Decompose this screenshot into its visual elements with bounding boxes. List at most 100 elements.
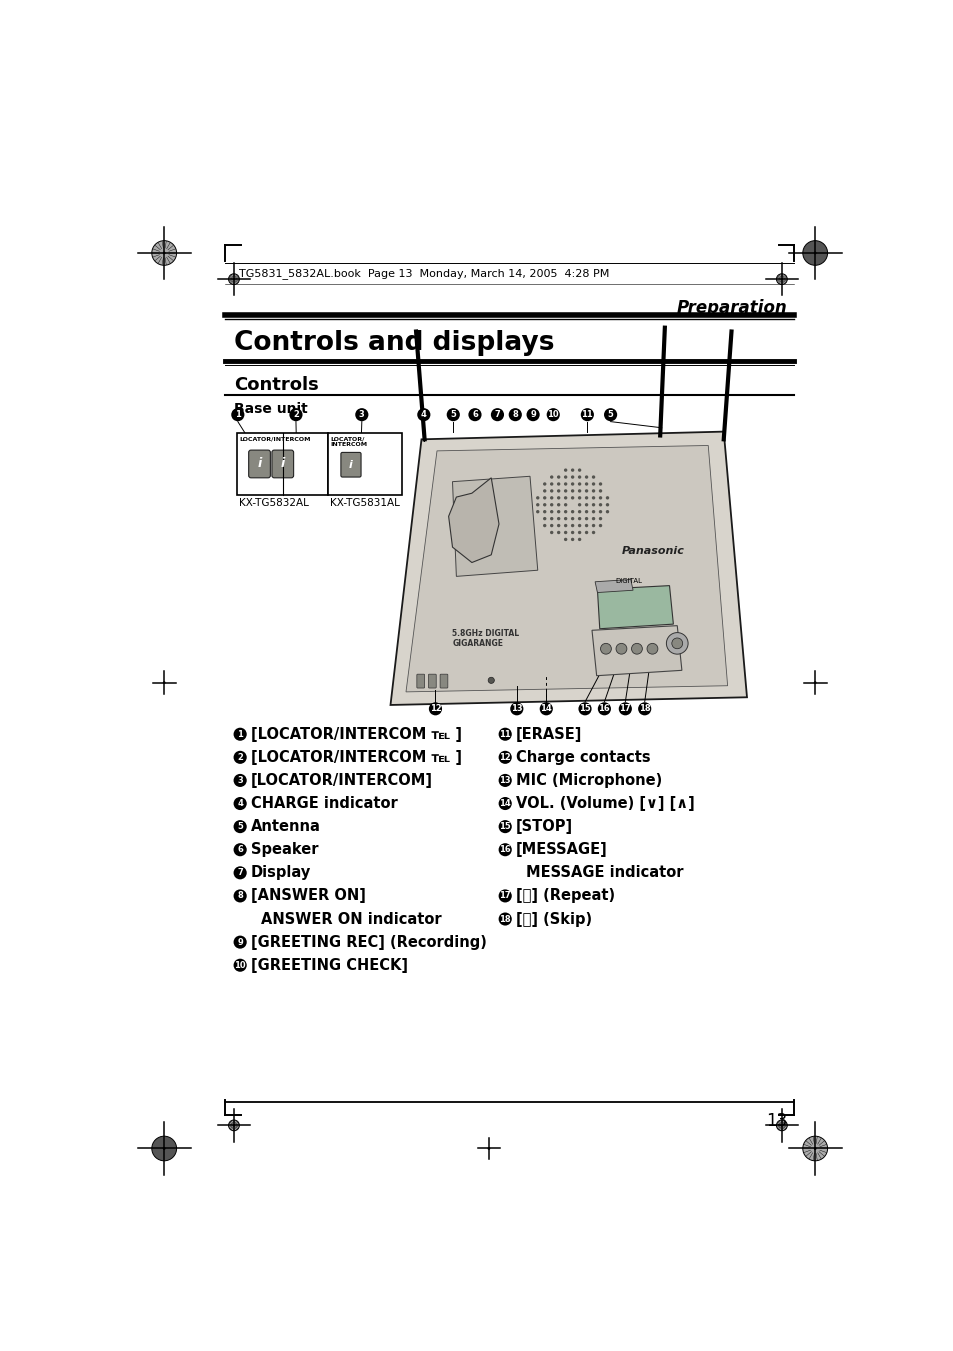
Text: 9: 9 bbox=[530, 411, 536, 419]
Circle shape bbox=[233, 797, 247, 811]
Circle shape bbox=[598, 511, 601, 513]
Circle shape bbox=[570, 482, 574, 485]
Text: i: i bbox=[280, 458, 285, 470]
Circle shape bbox=[666, 632, 687, 654]
Circle shape bbox=[646, 643, 658, 654]
Circle shape bbox=[813, 251, 816, 254]
Circle shape bbox=[163, 251, 166, 254]
Text: CHARGE indicator: CHARGE indicator bbox=[251, 796, 397, 811]
Text: Panasonic: Panasonic bbox=[621, 546, 684, 555]
Circle shape bbox=[542, 511, 546, 513]
Circle shape bbox=[536, 496, 538, 500]
Text: 11: 11 bbox=[581, 411, 593, 419]
Circle shape bbox=[557, 511, 559, 513]
Text: 13: 13 bbox=[511, 704, 522, 713]
Circle shape bbox=[233, 889, 247, 902]
Text: 7: 7 bbox=[237, 869, 243, 877]
Text: [⏮] (Repeat): [⏮] (Repeat) bbox=[516, 889, 615, 904]
Text: 7: 7 bbox=[494, 411, 499, 419]
Text: Controls and displays: Controls and displays bbox=[233, 330, 554, 355]
Text: LOCATOR/INTERCOM: LOCATOR/INTERCOM bbox=[239, 436, 311, 442]
Polygon shape bbox=[452, 477, 537, 577]
Text: DIGITAL: DIGITAL bbox=[615, 578, 641, 584]
Text: 18: 18 bbox=[498, 915, 511, 924]
Circle shape bbox=[584, 489, 588, 493]
Text: KX-TG5831AL: KX-TG5831AL bbox=[330, 497, 399, 508]
Circle shape bbox=[605, 496, 609, 500]
Text: i: i bbox=[257, 458, 261, 470]
Circle shape bbox=[557, 482, 559, 485]
Circle shape bbox=[563, 511, 567, 513]
Circle shape bbox=[550, 496, 553, 500]
Circle shape bbox=[557, 503, 559, 507]
Circle shape bbox=[498, 797, 511, 811]
Text: 6: 6 bbox=[472, 411, 477, 419]
Text: 14: 14 bbox=[498, 798, 511, 808]
Circle shape bbox=[591, 531, 595, 534]
Circle shape bbox=[570, 511, 574, 513]
Circle shape bbox=[152, 240, 176, 265]
Circle shape bbox=[233, 1124, 235, 1127]
Text: 10: 10 bbox=[234, 961, 246, 970]
Circle shape bbox=[498, 843, 511, 857]
Circle shape bbox=[563, 538, 567, 542]
Circle shape bbox=[591, 517, 595, 520]
Circle shape bbox=[598, 503, 601, 507]
FancyBboxPatch shape bbox=[272, 450, 294, 478]
Circle shape bbox=[542, 524, 546, 527]
Text: MESSAGE indicator: MESSAGE indicator bbox=[525, 866, 683, 881]
Circle shape bbox=[550, 524, 553, 527]
Text: KX-TG5832AL: KX-TG5832AL bbox=[238, 497, 308, 508]
Circle shape bbox=[498, 820, 511, 834]
Text: 6: 6 bbox=[237, 846, 243, 854]
Text: ANSWER ON indicator: ANSWER ON indicator bbox=[261, 912, 441, 927]
Circle shape bbox=[233, 820, 247, 834]
Circle shape bbox=[578, 482, 580, 485]
Circle shape bbox=[498, 889, 511, 902]
Text: 5: 5 bbox=[450, 411, 456, 419]
Text: 12: 12 bbox=[498, 753, 511, 762]
Circle shape bbox=[618, 703, 631, 716]
Circle shape bbox=[429, 703, 441, 716]
Polygon shape bbox=[595, 580, 633, 593]
Text: [LOCATOR/INTERCOM ℡ ]: [LOCATOR/INTERCOM ℡ ] bbox=[251, 727, 461, 742]
Circle shape bbox=[578, 496, 580, 500]
Text: 17: 17 bbox=[618, 704, 631, 713]
Text: 17: 17 bbox=[498, 892, 511, 900]
Circle shape bbox=[542, 517, 546, 520]
Circle shape bbox=[591, 524, 595, 527]
Circle shape bbox=[591, 482, 595, 485]
Text: [ERASE]: [ERASE] bbox=[516, 727, 582, 742]
Circle shape bbox=[563, 524, 567, 527]
FancyBboxPatch shape bbox=[439, 674, 447, 688]
Circle shape bbox=[542, 489, 546, 493]
Circle shape bbox=[536, 511, 538, 513]
Text: Charge contacts: Charge contacts bbox=[516, 750, 650, 765]
Circle shape bbox=[780, 278, 782, 281]
Text: 11: 11 bbox=[498, 730, 511, 739]
Circle shape bbox=[578, 703, 591, 716]
Text: 2: 2 bbox=[237, 753, 243, 762]
Circle shape bbox=[510, 703, 523, 716]
Text: 16: 16 bbox=[598, 704, 610, 713]
Circle shape bbox=[584, 524, 588, 527]
Text: 15: 15 bbox=[498, 823, 511, 831]
Circle shape bbox=[570, 531, 574, 534]
Circle shape bbox=[776, 274, 786, 285]
Text: 4: 4 bbox=[420, 411, 426, 419]
Circle shape bbox=[546, 408, 559, 422]
Circle shape bbox=[550, 503, 553, 507]
Circle shape bbox=[152, 1136, 176, 1161]
Circle shape bbox=[416, 408, 430, 422]
Circle shape bbox=[616, 643, 626, 654]
Circle shape bbox=[233, 774, 247, 788]
Text: [LOCATOR/INTERCOM ℡ ]: [LOCATOR/INTERCOM ℡ ] bbox=[251, 750, 461, 765]
Text: [⏭] (Skip): [⏭] (Skip) bbox=[516, 912, 592, 927]
Circle shape bbox=[570, 476, 574, 478]
Circle shape bbox=[163, 681, 166, 684]
Text: 5.8GHz DIGITAL
GIGARANGE: 5.8GHz DIGITAL GIGARANGE bbox=[452, 628, 519, 648]
Text: [GREETING CHECK]: [GREETING CHECK] bbox=[251, 958, 408, 973]
Circle shape bbox=[539, 703, 553, 716]
Text: [MESSAGE]: [MESSAGE] bbox=[516, 842, 607, 858]
Text: 3: 3 bbox=[237, 775, 243, 785]
